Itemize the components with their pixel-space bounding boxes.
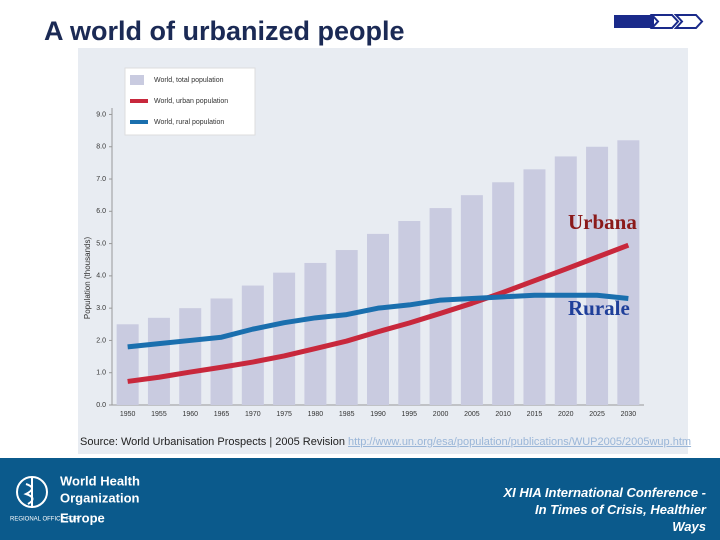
y-tick-label: 7.0: [96, 176, 106, 183]
x-tick-label: 2020: [558, 411, 574, 418]
slide-title: A world of urbanized people: [44, 16, 405, 46]
x-tick-label: 1955: [151, 411, 167, 418]
y-axis-label: Population (thousands): [83, 237, 92, 320]
x-tick-label: 1950: [120, 411, 136, 418]
x-tick-label: 1980: [308, 411, 324, 418]
y-tick-label: 0.0: [96, 402, 106, 409]
logo-text: Organization: [60, 490, 140, 505]
y-tick-label: 9.0: [96, 111, 106, 118]
source: Source: World Urbanisation Prospects | 2…: [80, 436, 691, 448]
x-tick-label: 2025: [589, 411, 605, 418]
nav-arrows: [614, 14, 704, 29]
bar: [210, 298, 233, 405]
x-tick-label: 2010: [495, 411, 511, 418]
x-tick-label: 1960: [182, 411, 198, 418]
x-tick-label: 1995: [402, 411, 418, 418]
legend-label: World, total population: [154, 77, 224, 84]
x-tick-label: 2030: [621, 411, 637, 418]
x-tick-label: 1975: [276, 411, 292, 418]
line: [127, 292, 629, 350]
annotation: Rurale: [568, 296, 630, 320]
y-tick-label: 8.0: [96, 144, 106, 151]
bar: [116, 324, 139, 405]
x-tick-label: 1970: [245, 411, 261, 418]
annotation: Urbana: [568, 210, 637, 234]
footer-text: XI HIA International Conference - In Tim…: [504, 484, 707, 535]
x-tick-label: 1965: [214, 411, 230, 418]
logo-text: World Health: [60, 473, 140, 488]
footer: World Health Organization REGIONAL OFFIC…: [0, 458, 720, 540]
y-tick-label: 6.0: [96, 208, 106, 215]
bar: [241, 285, 264, 405]
x-tick-label: 2005: [464, 411, 480, 418]
bar: [335, 250, 358, 405]
footer-line: In Times of Crisis, Healthier: [535, 502, 706, 517]
logo-text: REGIONAL OFFICE FOR: [10, 517, 79, 523]
legend-label: World, rural population: [154, 119, 224, 126]
bar: [554, 156, 577, 405]
bar: [147, 317, 170, 405]
source-text: Source: World Urbanisation Prospects | 2…: [80, 436, 345, 448]
legend-label: World, urban population: [154, 98, 228, 105]
x-tick-label: 1990: [370, 411, 386, 418]
x-tick-label: 2000: [433, 411, 449, 418]
bar: [429, 208, 452, 405]
bar: [586, 146, 609, 405]
chart: Population (thousands) 0.0 1.0 2.0 3.0 4.0 5.…: [78, 48, 688, 454]
bar: [367, 233, 389, 405]
footer-line: XI HIA International Conference -: [503, 485, 707, 500]
bar: [523, 169, 546, 405]
y-tick-label: 1.0: [96, 370, 106, 377]
bar: [398, 220, 421, 405]
bar: [273, 272, 296, 405]
bar: [304, 262, 327, 405]
line: [127, 242, 630, 384]
y-tick-label: 4.0: [96, 273, 106, 280]
x-tick-label: 1985: [339, 411, 355, 418]
legend-swatch: [130, 75, 144, 85]
bar: [179, 308, 202, 405]
logo-text: Europe: [60, 510, 105, 525]
y-tick-label: 2.0: [96, 337, 106, 344]
footer-line: Ways: [672, 519, 706, 534]
x-tick-label: 2015: [527, 411, 543, 418]
bar: [617, 140, 640, 406]
y-tick-label: 5.0: [96, 240, 106, 247]
source-link[interactable]: http://www.un.org/esa/population/publica…: [348, 436, 692, 448]
who-logo: World Health Organization REGIONAL OFFIC…: [10, 473, 140, 525]
y-tick-label: 3.0: [96, 305, 106, 312]
